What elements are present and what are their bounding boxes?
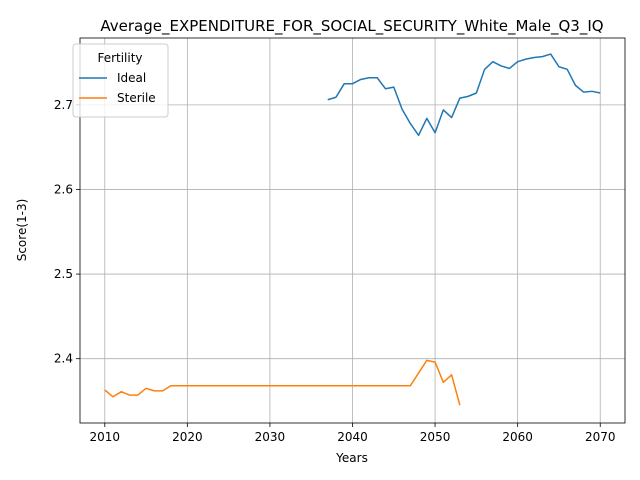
legend-label-ideal: Ideal xyxy=(117,71,146,85)
x-tick-label: 2020 xyxy=(172,430,203,444)
x-tick-label: 2030 xyxy=(255,430,286,444)
y-tick-label: 2.4 xyxy=(54,352,73,366)
y-tick-label: 2.5 xyxy=(54,267,73,281)
legend-title: Fertility xyxy=(97,51,142,65)
legend-label-sterile: Sterile xyxy=(117,91,156,105)
series-lines xyxy=(104,53,601,406)
y-axis-label: Score(1-3) xyxy=(15,199,29,262)
y-tick-label: 2.6 xyxy=(54,182,73,196)
x-tick-label: 2070 xyxy=(585,430,616,444)
x-tick-label: 2040 xyxy=(337,430,368,444)
y-tick-label: 2.7 xyxy=(54,98,73,112)
grid xyxy=(80,38,625,423)
series-line-sterile xyxy=(104,359,461,406)
ticks: 2010 2020 2030 2040 2050 2060 2070 2.4 2.5 2.6 2.7 xyxy=(54,98,616,444)
x-axis-label: Years xyxy=(335,451,368,465)
legend: Fertility Ideal Sterile xyxy=(72,43,169,118)
x-tick-label: 2010 xyxy=(89,430,120,444)
chart-title: Average_EXPENDITURE_FOR_SOCIAL_SECURITY_… xyxy=(100,17,603,36)
x-tick-label: 2060 xyxy=(502,430,533,444)
x-tick-label: 2050 xyxy=(420,430,451,444)
series-line-ideal xyxy=(327,53,601,137)
